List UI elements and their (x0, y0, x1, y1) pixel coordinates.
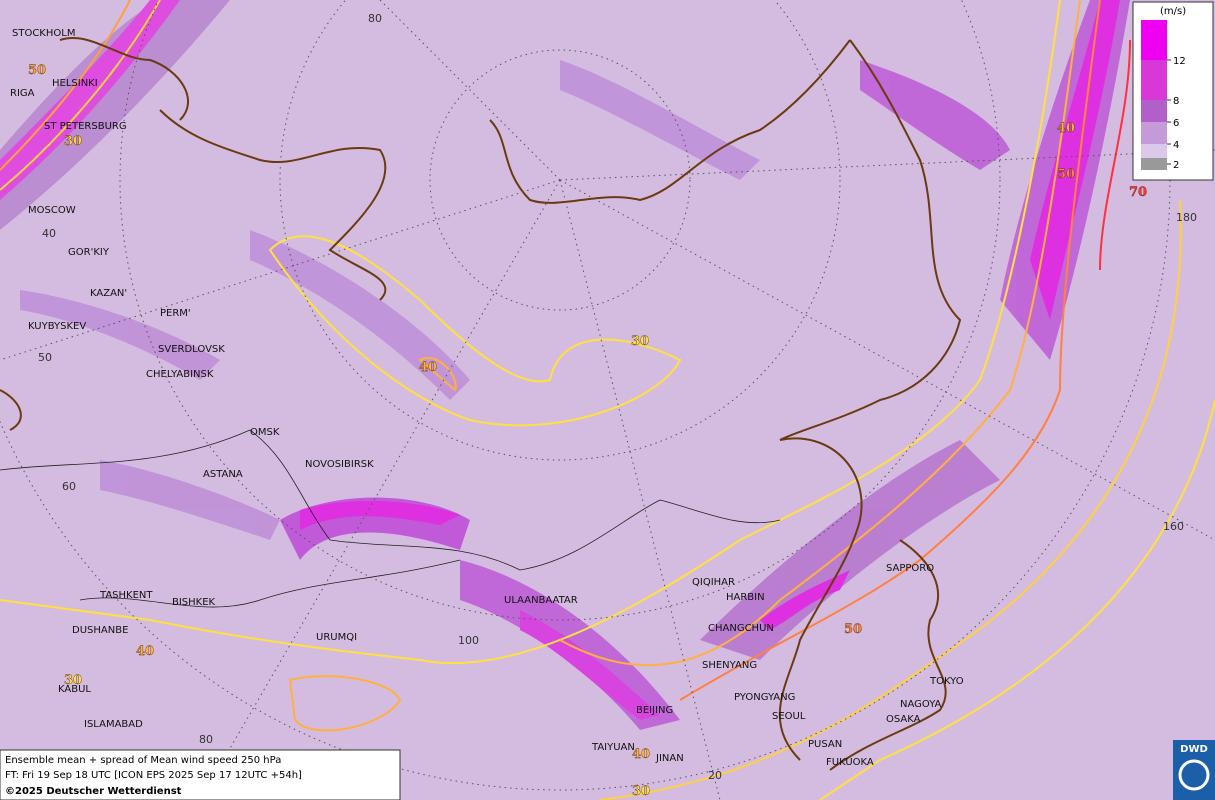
city-label: CHANGCHUN (708, 623, 774, 634)
contour-label: 40 (419, 360, 437, 375)
city-label: KABUL (58, 684, 91, 695)
city-label: TASHKENT (99, 590, 153, 601)
graticule-label: 100 (458, 634, 479, 647)
city-label: RIGA (10, 88, 35, 99)
city-label: HARBIN (726, 592, 765, 603)
contour-label: 40 (136, 644, 154, 659)
city-label: PYONGYANG (734, 692, 795, 703)
contour-label: 50 (1057, 167, 1075, 182)
city-label: ULAANBAATAR (504, 595, 578, 606)
graticule-label: 80 (199, 733, 213, 746)
legend-tick-label: 2 (1173, 160, 1179, 171)
city-label: BEIJING (636, 705, 673, 716)
contour-label: 30 (631, 334, 649, 349)
city-label: STOCKHOLM (12, 28, 75, 39)
graticule-label: 50 (38, 351, 52, 364)
footer-copyright: ©2025 Deutscher Wetterdienst (5, 786, 182, 797)
city-label: SEOUL (772, 711, 806, 722)
legend: (m/s) 12 8 6 4 2 (1132, 1, 1214, 181)
city-label: TAIYUAN (591, 742, 635, 753)
graticule-label: 180 (1176, 211, 1197, 224)
city-label: URUMQI (316, 632, 357, 643)
contour-label: 70 (1129, 185, 1147, 200)
contour-label: 40 (1057, 121, 1075, 136)
coastlines (0, 37, 962, 771)
city-label: SAPPORO (886, 563, 934, 574)
city-label: ISLAMABAD (84, 719, 143, 730)
legend-tick-label: 12 (1173, 56, 1186, 67)
footer-title: Ensemble mean + spread of Mean wind spee… (5, 755, 281, 766)
graticule-label: 40 (42, 227, 56, 240)
city-label: OMSK (250, 427, 280, 438)
city-label: KAZAN' (90, 288, 127, 299)
footer: Ensemble mean + spread of Mean wind spee… (0, 749, 401, 800)
logo-text: DWD (1180, 744, 1208, 755)
graticule-label: 160 (1163, 520, 1184, 533)
city-label: KUYBYSKEV (28, 321, 86, 332)
labels: STOCKHOLM HELSINKI RIGA ST PETERSBURG MOSCOW… (10, 12, 1197, 799)
borders (0, 429, 781, 608)
city-label: TOKYO (929, 676, 964, 687)
city-label: BISHKEK (172, 597, 216, 608)
logo: DWD (1173, 740, 1215, 800)
footer-run: FT: Fri 19 Sep 18 UTC [ICON EPS 2025 Sep… (5, 770, 302, 781)
city-label: GOR'KIY (68, 247, 110, 258)
city-label: FUKUOKA (826, 757, 874, 768)
city-label: SHENYANG (702, 660, 757, 671)
city-label: PERM' (160, 308, 191, 319)
contour-label: 30 (632, 784, 650, 799)
contour-label: 30 (64, 673, 82, 688)
city-label: NOVOSIBIRSK (305, 459, 374, 470)
contour-label: 30 (64, 134, 82, 149)
legend-tick-label: 8 (1173, 96, 1179, 107)
contour-label: 50 (28, 63, 46, 78)
graticule-label: 80 (368, 12, 382, 25)
graticule-label: 20 (708, 769, 722, 782)
city-label: OSAKA (886, 714, 921, 725)
city-label: JINAN (655, 753, 684, 764)
city-label: ST PETERSBURG (44, 121, 127, 132)
city-label: PUSAN (808, 739, 842, 750)
city-label: ASTANA (203, 469, 243, 480)
legend-tick-label: 4 (1173, 140, 1179, 151)
city-label: HELSINKI (52, 78, 98, 89)
city-label: CHELYABINSK (146, 369, 214, 380)
city-label: DUSHANBE (72, 625, 128, 636)
city-label: NAGOYA (900, 699, 942, 710)
legend-tick-label: 6 (1173, 118, 1179, 129)
city-label: SVERDLOVSK (158, 344, 225, 355)
contour-label: 50 (844, 622, 862, 637)
city-label: QIQIHAR (692, 577, 735, 588)
contour-label: 40 (632, 747, 650, 762)
legend-unit: (m/s) (1160, 6, 1186, 17)
city-label: MOSCOW (28, 205, 76, 216)
graticule-label: 60 (62, 480, 76, 493)
